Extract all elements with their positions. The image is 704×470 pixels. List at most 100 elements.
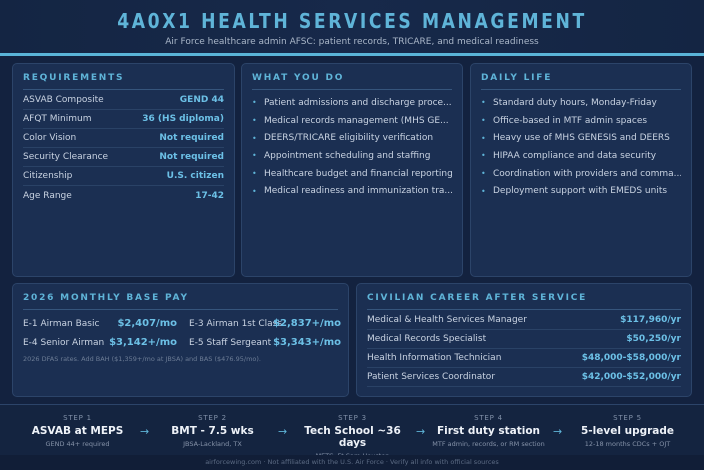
list-item: • Deployment support with EMEDS units	[481, 182, 681, 200]
row-value: 36 (HS diploma)	[142, 114, 224, 124]
header: 4A0X1 HEALTH SERVICES MANAGEMENT Air For…	[0, 0, 704, 53]
career-path-steps: STEP 1 ASVAB at MEPS GEND 44+ required → S…	[0, 404, 704, 460]
pay-value: $3,343+/mo	[273, 337, 341, 348]
requirements-card: REQUIREMENTS ASVAB Composite GEND 44 AFQT…	[12, 63, 235, 277]
step-subtitle: MTF admin, records, or RM section	[432, 440, 545, 448]
career-row: Patient Services Coordinator $42,000-$52,…	[367, 368, 681, 387]
step-2: STEP 2 BMT - 7.5 wks JBSA-Lackland, TX	[150, 414, 275, 448]
bullet-icon: •	[481, 151, 486, 161]
item-text: Coordination with providers and comma...	[493, 168, 681, 179]
row-value: $42,000-$52,000/yr	[581, 372, 681, 382]
item-text: Office-based in MTF admin spaces	[493, 115, 648, 126]
step-number: STEP 3	[338, 414, 367, 422]
row-value: $48,000-$58,000/yr	[581, 353, 681, 363]
bullet-icon: •	[481, 98, 486, 108]
bullet-icon: •	[481, 186, 486, 196]
requirement-row: Citizenship U.S. citizen	[23, 167, 224, 186]
step-subtitle: 12-18 months CDCs + OJT	[584, 440, 671, 448]
row-label: ASVAB Composite	[23, 95, 104, 105]
row-label: Color Vision	[23, 133, 77, 143]
row-label: Patient Services Coordinator	[367, 372, 496, 382]
base-pay-card: 2026 MONTHLY BASE PAY E-1 Airman Basic $2…	[12, 283, 349, 397]
requirement-row: Security Clearance Not required	[23, 148, 224, 167]
list-item: • HIPAA compliance and data security	[481, 147, 681, 165]
step-number: STEP 5	[613, 414, 642, 422]
card-title: DAILY LIFE	[481, 64, 681, 90]
requirement-row: Color Vision Not required	[23, 129, 224, 148]
row-label: Health Information Technician	[367, 353, 502, 363]
pay-value: $2,407/mo	[117, 318, 177, 329]
career-row: Health Information Technician $48,000-$58…	[367, 349, 681, 368]
career-row: Medical Records Specialist $50,250/yr	[367, 330, 681, 349]
row-value: Not required	[159, 152, 224, 162]
arrow-right-icon: →	[278, 425, 288, 438]
accent-divider	[0, 53, 704, 56]
item-text: Heavy use of MHS GENESIS and DEERS	[493, 133, 670, 144]
footer: airforcewing.com · Not affiliated with t…	[0, 455, 704, 470]
career-row: Medical & Health Services Manager $117,96…	[367, 311, 681, 330]
list-item: • Office-based in MTF admin spaces	[481, 112, 681, 130]
list-item: • Medical records management (MHS GE...	[252, 112, 452, 130]
item-text: HIPAA compliance and data security	[493, 150, 657, 161]
list-item: • Coordination with providers and comma..…	[481, 165, 681, 183]
bullet-icon: •	[252, 133, 257, 143]
row-label: Medical Records Specialist	[367, 334, 487, 344]
row-label: Security Clearance	[23, 152, 109, 162]
item-text: Medical records management (MHS GE...	[264, 115, 449, 126]
bullet-icon: •	[252, 169, 257, 179]
bullet-icon: •	[481, 116, 486, 126]
pay-grade: E-1 Airman Basic	[23, 318, 100, 329]
step-number: STEP 2	[198, 414, 227, 422]
step-1: STEP 1 ASVAB at MEPS GEND 44+ required	[15, 414, 140, 448]
card-title: CIVILIAN CAREER AFTER SERVICE	[367, 284, 681, 310]
row-value: U.S. citizen	[166, 171, 224, 181]
item-text: Appointment scheduling and staffing	[264, 150, 431, 161]
row-value: GEND 44	[179, 95, 224, 105]
step-number: STEP 1	[63, 414, 92, 422]
list-item: • Standard duty hours, Monday-Friday	[481, 94, 681, 112]
step-4: STEP 4 First duty station MTF admin, recor…	[426, 414, 551, 448]
bullet-icon: •	[252, 186, 257, 196]
card-title: WHAT YOU DO	[252, 64, 452, 90]
daily-life-card: DAILY LIFE • Standard duty hours, Monday-…	[470, 63, 692, 277]
step-title: ASVAB at MEPS	[31, 425, 124, 437]
pay-value: $2,837+/mo	[273, 318, 341, 329]
pay-value: $3,142+/mo	[109, 337, 177, 348]
page-subtitle: Air Force healthcare admin AFSC: patient…	[165, 37, 539, 47]
step-number: STEP 4	[474, 414, 503, 422]
bullet-icon: •	[252, 98, 257, 108]
item-text: DEERS/TRICARE eligibility verification	[264, 133, 434, 144]
arrow-right-icon: →	[553, 425, 563, 438]
bullet-icon: •	[481, 133, 486, 143]
list-item: • Healthcare budget and financial reporti…	[252, 165, 452, 183]
requirement-row: AFQT Minimum 36 (HS diploma)	[23, 110, 224, 129]
item-text: Patient admissions and discharge proce..…	[264, 97, 452, 108]
arrow-right-icon: →	[140, 425, 150, 438]
row-value: 17-42	[195, 190, 224, 201]
row-value: $117,960/yr	[620, 315, 681, 325]
requirement-row: Age Range 17-42	[23, 186, 224, 205]
step-subtitle: GEND 44+ required	[45, 440, 110, 448]
bullet-icon: •	[252, 116, 257, 126]
row-value: Not required	[159, 133, 224, 143]
item-text: Deployment support with EMEDS units	[493, 186, 668, 197]
list-item: • Heavy use of MHS GENESIS and DEERS	[481, 129, 681, 147]
pay-grade: E-5 Staff Sergeant	[189, 337, 272, 348]
pay-grid: E-1 Airman Basic $2,407/mo E-3 Airman 1st…	[23, 310, 341, 352]
row-label: Age Range	[23, 190, 72, 201]
list-item: • DEERS/TRICARE eligibility verification	[252, 129, 452, 147]
step-title: BMT - 7.5 wks	[171, 425, 254, 437]
row-value: $50,250/yr	[626, 334, 681, 344]
pay-grade: E-4 Senior Airman	[23, 337, 105, 348]
page-title: 4A0X1 HEALTH SERVICES MANAGEMENT	[117, 9, 587, 33]
item-text: Standard duty hours, Monday-Friday	[493, 97, 657, 108]
card-title: REQUIREMENTS	[23, 64, 224, 90]
bullet-icon: •	[481, 169, 486, 179]
item-text: Healthcare budget and financial reportin…	[264, 168, 452, 179]
step-title: First duty station	[436, 425, 541, 437]
civilian-career-card: CIVILIAN CAREER AFTER SERVICE Medical & …	[356, 283, 692, 397]
pay-note: 2026 DFAS rates. Add BAH ($1,359+/mo at …	[23, 355, 261, 363]
item-text: Medical readiness and immunization tra..…	[264, 186, 452, 197]
step-5: STEP 5 5-level upgrade 12-18 months CDCs +…	[565, 414, 690, 448]
